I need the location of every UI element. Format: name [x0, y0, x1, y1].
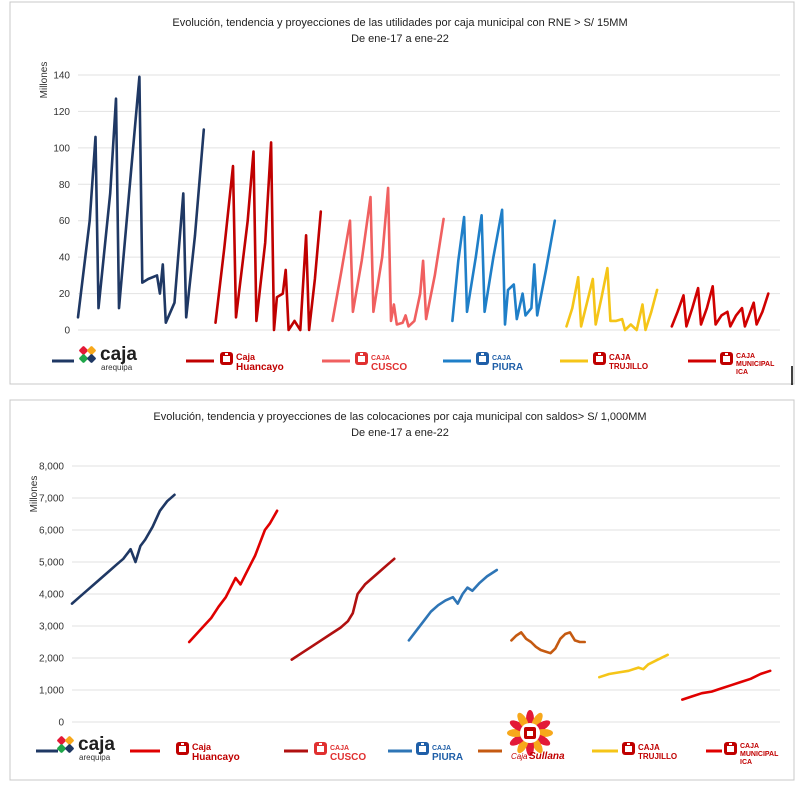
cusco-logo-text: CAJA	[330, 745, 349, 752]
huancayo-logo-text: Caja	[236, 352, 256, 362]
series-line-caja-huancayo	[214, 141, 323, 332]
arequipa-logo-icon	[79, 346, 96, 363]
series-line-caja-arequipa	[76, 75, 206, 324]
cusco-logo-sub: CUSCO	[330, 752, 366, 763]
piura-logo-icon	[476, 352, 489, 365]
cusco-logo-icon	[355, 352, 368, 365]
y-tick-label: 5,000	[39, 558, 64, 569]
series-line-caja-trujillo	[598, 653, 669, 679]
piura-logo-sub: PIURA	[432, 752, 463, 763]
series-line-caja-cusco	[290, 557, 396, 661]
y-tick-label: 8,000	[39, 462, 64, 473]
y-tick-label: 2,000	[39, 654, 64, 665]
arequipa-logo-icon	[57, 736, 74, 753]
y-tick-label: 6,000	[39, 526, 64, 537]
cusco-logo-icon	[314, 742, 327, 755]
chart-colocaciones-series	[70, 493, 772, 701]
chart-colocaciones-title: Evolución, tendencia y proyecciones de l…	[153, 411, 646, 423]
sullana-logo-sub: Sullana	[529, 751, 565, 762]
chart-colocaciones-legend: cajaarequipaCajaHuancayoCAJACUSCOCAJAPIU…	[36, 710, 779, 766]
trujillo-logo-icon	[593, 352, 606, 365]
trujillo-logo-icon	[622, 742, 635, 755]
chart-colocaciones-yticks: 0 1,000 2,000 3,000 4,000 5,000 6,000 7,000 8,00…	[39, 462, 64, 729]
series-line-caja-municipal-ica	[681, 669, 772, 701]
series-line-caja-arequipa	[70, 493, 176, 605]
chart-utilidades-yticks: 0 20 40 60 80 100 120 140	[53, 71, 70, 337]
y-tick-label: 120	[53, 107, 70, 118]
chart-utilidades-frame	[9, 1, 795, 385]
huancayo-logo-text: Caja	[192, 742, 212, 752]
series-line-caja-municipal-ica	[670, 285, 770, 328]
y-tick-label: 3,000	[39, 622, 64, 633]
ica-logo-text: CAJA	[740, 743, 759, 750]
chart-colocaciones-grid	[72, 465, 780, 723]
series-line-caja-trujillo	[565, 266, 659, 332]
series-line-caja-cusco	[331, 186, 445, 328]
sullana-logo-text: Caja	[511, 752, 528, 761]
trujillo-logo-sub: TRUJILLO	[609, 362, 648, 371]
chart-utilidades-title: Evolución, tendencia y proyecciones de l…	[172, 17, 627, 29]
y-tick-label: 100	[53, 143, 70, 154]
series-line-caja-piura	[407, 568, 499, 642]
series-line-caja-huancayo	[187, 509, 279, 644]
ica-logo-sub: MUNICIPAL	[740, 751, 779, 758]
arequipa-logo-text: caja	[78, 734, 115, 755]
chart-utilidades-ylabel: Millones	[39, 62, 50, 99]
series-line-caja-piura	[451, 208, 557, 326]
cusco-logo-text: CAJA	[371, 355, 390, 362]
y-tick-label: 4,000	[39, 590, 64, 601]
ica-logo-text: CAJA	[736, 353, 755, 360]
chart-utilidades: Evolución, tendencia y proyecciones de l…	[9, 1, 795, 385]
chart-utilidades-series	[76, 75, 770, 332]
ica-logo-sub2: ICA	[740, 759, 752, 766]
series-line-caja-sullana	[510, 631, 586, 655]
sullana-logo-icon	[507, 710, 553, 756]
huancayo-logo-sub: Huancayo	[192, 752, 240, 763]
ica-logo-icon	[724, 742, 737, 755]
chart-colocaciones: Evolución, tendencia y proyecciones de l…	[9, 399, 795, 781]
ica-logo-sub2: ICA	[736, 369, 748, 376]
cusco-logo-sub: CUSCO	[371, 362, 407, 373]
huancayo-logo-icon	[176, 742, 189, 755]
trujillo-logo-sub: TRUJILLO	[638, 752, 677, 761]
piura-logo-icon	[416, 742, 429, 755]
chart-utilidades-subtitle: De ene-17 a ene-22	[351, 33, 449, 45]
huancayo-logo-sub: Huancayo	[236, 362, 284, 373]
ica-logo-icon	[720, 352, 733, 365]
y-tick-label: 7,000	[39, 494, 64, 505]
arequipa-logo-text: caja	[100, 344, 137, 365]
trujillo-logo-text: CAJA	[609, 353, 631, 362]
y-tick-label: 1,000	[39, 686, 64, 697]
chart-colocaciones-ylabel: Millones	[29, 476, 40, 513]
chart-colocaciones-frame	[9, 399, 795, 781]
y-tick-label: 40	[59, 253, 71, 264]
huancayo-logo-icon	[220, 352, 233, 365]
piura-logo-text: CAJA	[432, 745, 451, 752]
y-tick-label: 60	[59, 216, 71, 227]
y-tick-label: 0	[58, 718, 64, 729]
y-tick-label: 0	[64, 326, 70, 337]
piura-logo-text: CAJA	[492, 355, 511, 362]
ica-logo-sub: MUNICIPAL	[736, 361, 775, 368]
y-tick-label: 80	[59, 180, 71, 191]
y-tick-label: 140	[53, 71, 70, 82]
piura-logo-sub: PIURA	[492, 362, 523, 373]
y-tick-label: 20	[59, 289, 71, 300]
trujillo-logo-text: CAJA	[638, 743, 660, 752]
chart-utilidades-legend: cajaarequipaCajaHuancayoCAJACUSCOCAJAPIU…	[52, 344, 775, 376]
chart-colocaciones-subtitle: De ene-17 a ene-22	[351, 427, 449, 439]
arequipa-logo-sub: arequipa	[79, 753, 111, 762]
arequipa-logo-sub: arequipa	[101, 363, 133, 372]
